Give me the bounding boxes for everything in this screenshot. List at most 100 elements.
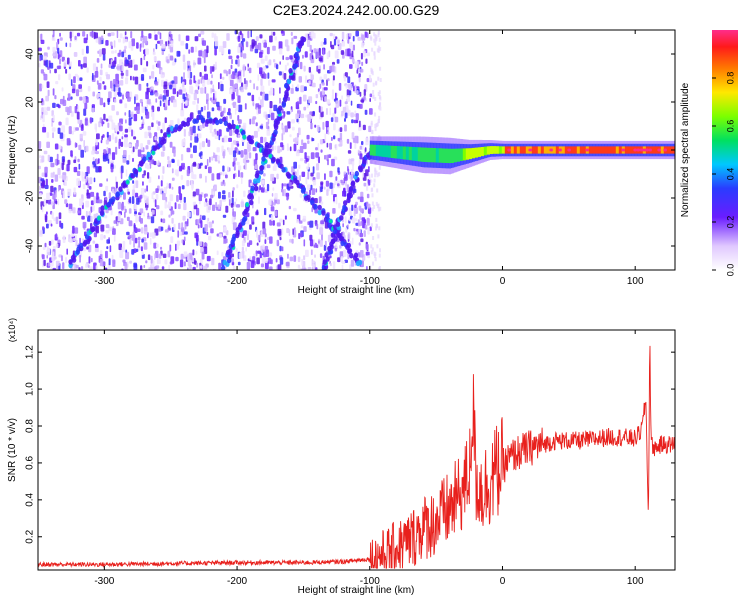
noise-cell: [342, 106, 347, 113]
noise-cell: [203, 105, 206, 111]
noise-cell: [114, 98, 117, 103]
noise-cell: [154, 81, 159, 86]
noise-cell: [182, 54, 186, 62]
noise-cell: [95, 225, 99, 234]
noise-cell: [84, 102, 88, 110]
noise-cell: [41, 84, 44, 89]
noise-cell: [129, 238, 132, 245]
noise-cell: [192, 125, 196, 134]
noise-cell: [369, 93, 373, 98]
noise-cell: [143, 36, 148, 44]
noise-cell: [151, 122, 154, 128]
noise-cell: [275, 258, 278, 263]
noise-cell: [162, 193, 166, 201]
noise-cell: [141, 123, 144, 129]
noise-cell: [88, 244, 92, 253]
noise-cell: [228, 192, 231, 198]
noise-cell: [359, 103, 363, 109]
signal-track-cell: [340, 240, 345, 247]
noise-cell: [234, 163, 236, 171]
noise-cell: [199, 125, 203, 131]
carrier-core-cell: [369, 144, 373, 156]
carrier-peak: [657, 148, 662, 152]
noise-cell: [265, 249, 270, 257]
noise-cell: [144, 227, 148, 235]
noise-cell: [168, 214, 171, 218]
noise-cell: [288, 205, 291, 210]
noise-cell: [177, 159, 180, 167]
noise-cell: [212, 204, 216, 211]
noise-cell: [90, 200, 94, 206]
noise-cell: [376, 188, 379, 193]
noise-cell: [69, 105, 72, 114]
noise-cell: [114, 137, 118, 144]
noise-cell: [218, 134, 221, 141]
noise-cell: [354, 204, 357, 208]
noise-cell: [245, 159, 250, 163]
noise-cell: [80, 64, 83, 68]
noise-cell: [261, 187, 265, 193]
noise-cell: [351, 48, 354, 52]
noise-cell: [118, 243, 122, 251]
noise-cell: [104, 215, 108, 219]
noise-cell: [136, 106, 140, 114]
noise-cell: [122, 158, 127, 164]
noise-cell: [227, 166, 229, 172]
noise-cell: [343, 188, 346, 195]
noise-cell: [357, 219, 360, 227]
noise-cell: [347, 166, 349, 172]
noise-cell: [246, 233, 249, 241]
noise-cell: [291, 84, 294, 89]
carrier-core-cell: [390, 145, 394, 158]
noise-cell: [196, 163, 199, 169]
carrier-core-cell: [573, 146, 577, 154]
noise-cell: [211, 74, 213, 79]
noise-cell: [183, 62, 186, 70]
signal-track-cell: [228, 124, 233, 130]
noise-cell: [63, 60, 67, 67]
noise-cell: [56, 153, 59, 160]
noise-cell: [344, 124, 347, 132]
noise-cell: [350, 112, 354, 118]
noise-cell: [75, 89, 79, 97]
noise-cell: [181, 162, 185, 168]
noise-cell: [354, 142, 357, 149]
noise-cell: [298, 233, 301, 240]
noise-cell: [108, 258, 111, 266]
noise-cell: [327, 131, 330, 135]
noise-cell: [311, 188, 316, 195]
noise-cell: [293, 35, 298, 39]
carrier-core-cell: [447, 148, 451, 164]
noise-cell: [171, 210, 175, 215]
noise-cell: [252, 147, 257, 152]
noise-cell: [369, 226, 372, 232]
noise-cell: [228, 55, 233, 60]
noise-cell: [136, 197, 140, 205]
noise-cell: [373, 32, 376, 37]
noise-cell: [309, 239, 314, 247]
noise-cell: [70, 96, 73, 100]
noise-cell: [349, 42, 353, 48]
noise-cell: [106, 239, 110, 244]
noise-cell: [125, 249, 128, 253]
noise-cell: [171, 177, 175, 181]
noise-cell: [344, 72, 348, 78]
noise-cell: [269, 219, 273, 226]
snr-y-label: SNR (10 * v/v): [7, 418, 18, 482]
signal-track-peak: [268, 154, 272, 158]
noise-cell: [158, 175, 160, 180]
noise-cell: [83, 63, 87, 68]
noise-cell: [179, 165, 183, 172]
noise-cell: [95, 66, 98, 72]
noise-cell: [103, 113, 106, 121]
noise-cell: [99, 183, 103, 187]
noise-cell: [131, 38, 135, 47]
noise-cell: [186, 254, 190, 261]
noise-cell: [236, 143, 240, 147]
noise-cell: [272, 88, 275, 96]
noise-cell: [335, 241, 338, 249]
noise-cell: [307, 171, 310, 180]
noise-cell: [113, 220, 117, 224]
carrier-core-cell: [576, 146, 580, 154]
noise-cell: [201, 141, 205, 148]
